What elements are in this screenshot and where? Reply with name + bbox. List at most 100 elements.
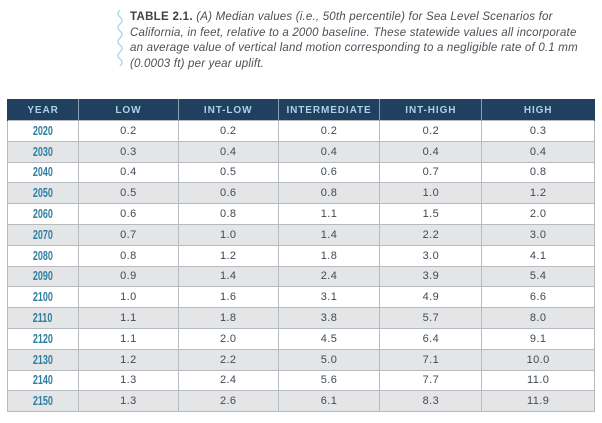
column-header-intermediate: INTERMEDIATE — [278, 99, 381, 121]
year-cell: 2140 — [6, 369, 80, 392]
column-header-year: YEAR — [6, 99, 80, 121]
value-cell: 0.8 — [177, 203, 279, 225]
value-cell: 4.9 — [379, 286, 483, 309]
value-cell: 7.7 — [379, 369, 483, 392]
value-cell: 1.8 — [177, 307, 279, 329]
table-header-row: YEAR LOW INT-LOW INTERMEDIATE INT-HIGH HIGH — [6, 99, 595, 121]
year-label: 2120 — [32, 331, 54, 346]
value-cell: 2.0 — [177, 327, 279, 350]
column-header-low: LOW — [78, 99, 179, 121]
value-cell: 5.0 — [277, 348, 381, 371]
value-cell: 11.9 — [481, 390, 595, 413]
value-cell: 10.0 — [481, 348, 595, 371]
value-cell: 2.2 — [177, 348, 279, 371]
value-cell: 3.0 — [481, 223, 595, 246]
year-cell: 2120 — [6, 327, 80, 350]
table-row: 2120 1.1 2.0 4.5 6.4 9.1 — [6, 327, 595, 350]
value-cell: 0.4 — [177, 140, 279, 163]
value-cell: 0.8 — [481, 161, 595, 184]
value-cell: 0.4 — [379, 140, 483, 163]
year-label: 2030 — [32, 144, 54, 159]
year-label: 2140 — [32, 373, 54, 388]
table-row: 2130 1.2 2.2 5.0 7.1 10.0 — [6, 348, 595, 371]
value-cell: 1.2 — [177, 244, 279, 267]
table-row: 2100 1.0 1.6 3.1 4.9 6.6 — [6, 286, 595, 309]
value-cell: 0.2 — [277, 120, 381, 142]
value-cell: 11.0 — [481, 369, 595, 392]
caption-body: (A) Median values (i.e., 50th percentile… — [130, 11, 578, 70]
year-label: 2080 — [32, 248, 54, 263]
caption-text: TABLE 2.1. (A) Median values (i.e., 50th… — [130, 10, 592, 72]
year-label: 2110 — [33, 311, 53, 326]
value-cell: 0.3 — [481, 120, 595, 142]
table-row: 2020 0.2 0.2 0.2 0.2 0.3 — [6, 120, 595, 142]
year-cell: 2080 — [6, 244, 80, 267]
year-cell: 2040 — [6, 161, 80, 184]
value-cell: 0.5 — [78, 182, 179, 205]
value-cell: 1.6 — [177, 286, 279, 309]
value-cell: 9.1 — [481, 327, 595, 350]
table-row: 2140 1.3 2.4 5.6 7.7 11.0 — [6, 369, 595, 392]
year-cell: 2060 — [6, 203, 80, 225]
year-cell: 2030 — [6, 140, 80, 163]
table-row: 2090 0.9 1.4 2.4 3.9 5.4 — [6, 265, 595, 288]
value-cell: 4.5 — [277, 327, 381, 350]
value-cell: 0.2 — [78, 120, 179, 142]
value-cell: 0.6 — [177, 182, 279, 205]
value-cell: 0.2 — [177, 120, 279, 142]
value-cell: 1.3 — [78, 369, 179, 392]
caption-label: TABLE 2.1. — [130, 11, 193, 23]
value-cell: 1.5 — [379, 203, 483, 225]
value-cell: 5.6 — [277, 369, 381, 392]
value-cell: 0.4 — [277, 140, 381, 163]
table-row: 2110 1.1 1.8 3.8 5.7 8.0 — [6, 307, 595, 329]
year-cell: 2130 — [6, 348, 80, 371]
caption-squiggle-decoration — [117, 10, 123, 66]
value-cell: 1.0 — [78, 286, 179, 309]
year-label: 2050 — [32, 186, 54, 201]
column-header-high: HIGH — [481, 99, 595, 121]
value-cell: 5.7 — [379, 307, 483, 329]
value-cell: 8.0 — [481, 307, 595, 329]
table-row: 2070 0.7 1.0 1.4 2.2 3.0 — [6, 223, 595, 246]
table-row: 2040 0.4 0.5 0.6 0.7 0.8 — [6, 161, 595, 184]
value-cell: 6.1 — [277, 390, 381, 413]
value-cell: 3.1 — [277, 286, 381, 309]
value-cell: 1.1 — [78, 307, 179, 329]
value-cell: 1.0 — [379, 182, 483, 205]
value-cell: 1.1 — [277, 203, 381, 225]
value-cell: 3.8 — [277, 307, 381, 329]
value-cell: 0.2 — [379, 120, 483, 142]
sea-level-table: YEAR LOW INT-LOW INTERMEDIATE INT-HIGH HIGH 2… — [6, 99, 595, 413]
value-cell: 3.9 — [379, 265, 483, 288]
year-label: 2130 — [32, 352, 54, 367]
table-row: 2050 0.5 0.6 0.8 1.0 1.2 — [6, 182, 595, 205]
year-cell: 2050 — [6, 182, 80, 205]
year-label: 2150 — [32, 394, 54, 409]
value-cell: 0.6 — [78, 203, 179, 225]
value-cell: 1.0 — [177, 223, 279, 246]
value-cell: 3.0 — [379, 244, 483, 267]
table-row: 2030 0.3 0.4 0.4 0.4 0.4 — [6, 140, 595, 163]
year-label: 2020 — [32, 123, 54, 138]
value-cell: 0.5 — [177, 161, 279, 184]
value-cell: 0.7 — [379, 161, 483, 184]
table-row: 2080 0.8 1.2 1.8 3.0 4.1 — [6, 244, 595, 267]
value-cell: 1.4 — [277, 223, 381, 246]
table-caption: TABLE 2.1. (A) Median values (i.e., 50th… — [130, 10, 592, 72]
year-label: 2070 — [32, 227, 54, 242]
year-label: 2060 — [32, 207, 54, 222]
value-cell: 1.2 — [78, 348, 179, 371]
year-label: 2040 — [32, 165, 54, 180]
year-label: 2100 — [32, 290, 54, 305]
value-cell: 0.6 — [277, 161, 381, 184]
value-cell: 6.4 — [379, 327, 483, 350]
year-cell: 2100 — [6, 286, 80, 309]
year-cell: 2090 — [6, 265, 80, 288]
value-cell: 6.6 — [481, 286, 595, 309]
value-cell: 1.8 — [277, 244, 381, 267]
value-cell: 1.3 — [78, 390, 179, 413]
table-row: 2060 0.6 0.8 1.1 1.5 2.0 — [6, 203, 595, 225]
value-cell: 5.4 — [481, 265, 595, 288]
